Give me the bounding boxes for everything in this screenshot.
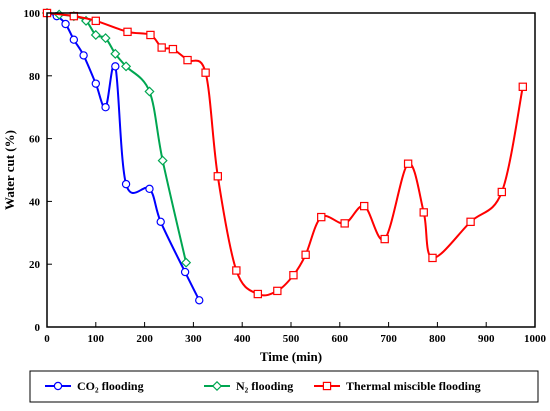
series-2-point-12 [273,286,282,296]
x-tick-label-6: 600 [332,333,349,345]
legend-label-2: Thermal miscible flooding [346,379,481,393]
legend-marker-1 [211,380,223,392]
series-0-point-12 [195,296,204,305]
series-2-point-16 [340,219,349,228]
x-tick-label-0: 0 [44,333,50,345]
series-2-point-3 [123,27,132,37]
series-1-point-6 [110,48,121,59]
y-tick-label-4: 80 [29,71,41,83]
series-2-point-23 [497,187,507,197]
x-tick-label-2: 200 [136,333,153,345]
x-tick-label-5: 500 [283,333,300,345]
series-0-point-11 [180,267,190,277]
plot-frame [46,12,536,328]
series-layer [41,7,528,305]
x-tick-label-7: 700 [380,333,397,345]
axis-ticks: 0 100 200 300 400 500 600 700 800 900 1000 0 20 40 60 8… [24,8,547,345]
legend-label-0: CO₂ flooding [77,379,144,393]
series-2-point-9 [213,172,222,181]
series-0-point-7 [111,62,120,71]
series-2-point-5 [157,43,166,52]
legend-marker-0 [53,381,63,391]
series-2-point-21 [428,253,437,263]
series-2-point-22 [466,217,475,227]
series-1-point-9 [157,155,168,166]
x-tick-label-1: 100 [88,333,105,345]
legend: CO₂ flooding N₂ flooding Thermal miscible … [45,379,481,393]
series-2-point-11 [253,289,263,299]
series-2-point-24 [518,82,528,91]
series-1-point-10 [181,257,192,268]
x-tick-label-3: 300 [185,333,202,345]
series-0-point-3 [69,35,79,44]
x-tick-label-9: 900 [478,333,495,345]
series-2-point-17 [360,201,369,211]
series-0-point-6 [101,102,110,112]
legend-box [29,370,539,403]
series-0-point-8 [121,179,131,189]
y-tick-label-2: 40 [29,196,41,208]
legend-marker-2 [322,381,332,391]
series-2-point-15 [317,212,326,222]
series-2-point-13 [289,270,298,280]
x-tick-label-4: 400 [234,333,251,345]
y-axis-title: Water cut (%) [2,130,17,210]
legend-label-1: N₂ flooding [236,379,293,393]
series-1-point-8 [144,86,155,97]
series-line-0 [46,12,201,301]
series-2-point-8 [201,68,210,77]
series-square-group [42,8,528,299]
series-2-point-10 [232,266,241,275]
series-1-point-4 [90,29,101,41]
series-2-point-14 [301,250,310,259]
y-tick-label-5: 100 [24,8,41,20]
x-tick-label-8: 800 [429,333,446,345]
series-0-point-5 [91,79,101,88]
y-tick-label-0: 0 [35,322,41,334]
series-1-point-7 [121,61,132,72]
series-2-point-4 [146,30,155,40]
series-2-point-20 [419,208,428,217]
y-tick-label-3: 60 [29,134,41,146]
x-tick-label-10: 1000 [524,333,547,345]
series-0-point-4 [79,51,88,60]
series-2-point-2 [91,16,100,26]
series-0-point-10 [156,217,165,227]
series-2-point-19 [403,159,413,168]
series-0-point-9 [145,184,154,194]
series-1-point-5 [100,33,111,44]
series-2-point-18 [380,234,389,244]
series-2-point-7 [183,55,192,65]
x-axis-title: Time (min) [260,349,322,364]
series-0-point-2 [61,19,70,29]
y-tick-label-1: 20 [29,259,41,271]
series-2-point-6 [168,44,178,54]
